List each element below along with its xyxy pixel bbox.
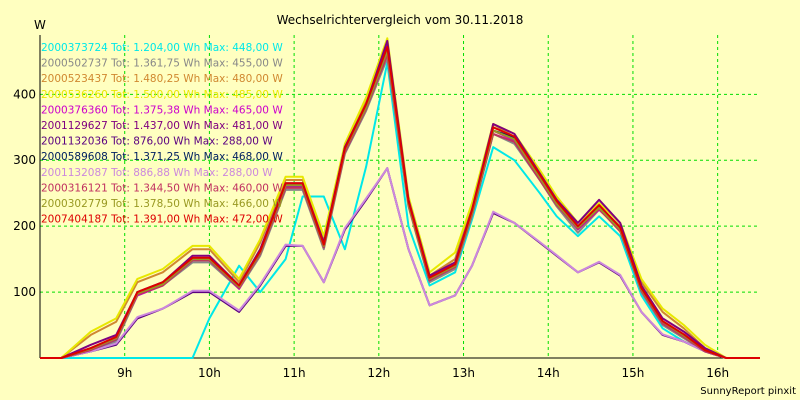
- legend-entry-2000373724: 2000373724 Tot: 1.204,00 Wh Max: 448,00 …: [41, 42, 283, 54]
- legend-entry-2001132036: 2001132036 Tot: 876,00 Wh Max: 288,00 W: [41, 136, 273, 148]
- y-tick-label: 400: [13, 87, 36, 101]
- legend-entry-2000302779: 2000302779 Tot: 1.378,50 Wh Max: 466,00 …: [41, 198, 283, 210]
- y-tick-label: 100: [13, 285, 36, 299]
- x-tick-label: 12h: [367, 366, 390, 380]
- series-line-2000373724: [40, 61, 760, 359]
- x-tick-label: 9h: [117, 366, 132, 380]
- legend-entry-2000502737: 2000502737 Tot: 1.361,75 Wh Max: 455,00 …: [41, 58, 283, 70]
- credit-label: SunnyReport pinxit: [700, 386, 796, 397]
- legend-entry-2001132087: 2001132087 Tot: 886,88 Wh Max: 288,00 W: [41, 167, 273, 179]
- y-axis-unit-label: W: [34, 18, 46, 32]
- x-tick-label: 15h: [622, 366, 645, 380]
- legend: 2000373724 Tot: 1.204,00 Wh Max: 448,00 …: [41, 42, 283, 226]
- chart-title: Wechselrichtervergleich vom 30.11.2018: [277, 13, 524, 27]
- series-line-2001132036: [40, 167, 760, 359]
- legend-entry-2000536260: 2000536260 Tot: 1.500,00 Wh Max: 485,00 …: [41, 89, 283, 101]
- x-tick-label: 14h: [537, 366, 560, 380]
- legend-entry-2000376360: 2000376360 Tot: 1.375,38 Wh Max: 465,00 …: [41, 104, 283, 116]
- y-tick-label: 200: [13, 219, 36, 233]
- x-tick-label: 11h: [283, 366, 306, 380]
- series-line-2001132087: [40, 167, 760, 359]
- x-tick-labels: 9h 10h 11h 12h 13h 14h 15h 16h: [117, 366, 729, 380]
- x-tick-label: 13h: [452, 366, 475, 380]
- legend-entry-2000523437: 2000523437 Tot: 1.480,25 Wh Max: 480,00 …: [41, 73, 283, 85]
- x-tick-label: 10h: [198, 366, 221, 380]
- legend-entry-2000316121: 2000316121 Tot: 1.344,50 Wh Max: 460,00 …: [41, 182, 283, 194]
- legend-entry-2007404187: 2007404187 Tot: 1.391,00 Wh Max: 472,00 …: [41, 214, 283, 226]
- series-lines: [40, 37, 760, 359]
- legend-entry-2001129627: 2001129627 Tot: 1.437,00 Wh Max: 481,00 …: [41, 120, 283, 132]
- y-tick-label: 300: [13, 153, 36, 167]
- y-tick-labels: 100 200 300 400: [13, 87, 36, 299]
- series-line-2007404187: [40, 45, 760, 359]
- x-tick-label: 16h: [706, 366, 729, 380]
- legend-entry-2000589608: 2000589608 Tot: 1.371,25 Wh Max: 468,00 …: [41, 151, 283, 163]
